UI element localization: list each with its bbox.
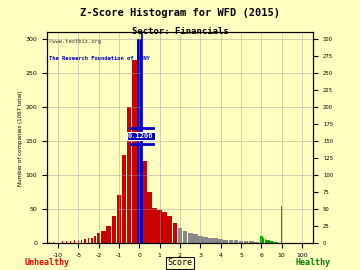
- Bar: [276, 242, 277, 243]
- Bar: [74, 240, 75, 243]
- Bar: [127, 107, 131, 243]
- Bar: [49, 242, 50, 243]
- Bar: [193, 234, 198, 243]
- Bar: [88, 238, 89, 243]
- Bar: [70, 241, 71, 243]
- Bar: [78, 239, 79, 243]
- Text: 0.1206: 0.1206: [128, 133, 153, 139]
- Bar: [178, 228, 182, 243]
- Bar: [142, 161, 147, 243]
- Bar: [234, 240, 238, 243]
- Bar: [213, 238, 218, 243]
- Bar: [203, 237, 208, 243]
- Bar: [277, 242, 278, 243]
- Bar: [271, 241, 272, 243]
- Bar: [239, 241, 243, 243]
- Bar: [188, 233, 193, 243]
- Bar: [102, 231, 106, 243]
- Bar: [254, 242, 258, 243]
- Bar: [112, 216, 116, 243]
- Text: The Research Foundation of SUNY: The Research Foundation of SUNY: [49, 56, 150, 60]
- Bar: [117, 195, 121, 243]
- Bar: [162, 212, 167, 243]
- Bar: [167, 216, 172, 243]
- Bar: [263, 238, 265, 243]
- Bar: [132, 60, 136, 243]
- Bar: [249, 241, 253, 243]
- Text: Sector: Financials: Sector: Financials: [132, 27, 228, 36]
- Bar: [262, 238, 263, 243]
- Text: ©www.textbiz.org: ©www.textbiz.org: [49, 39, 102, 44]
- Bar: [270, 241, 271, 243]
- Bar: [198, 235, 203, 243]
- Bar: [265, 239, 266, 243]
- Bar: [244, 241, 248, 243]
- Bar: [97, 234, 100, 243]
- Bar: [260, 236, 263, 243]
- Bar: [122, 155, 126, 243]
- Bar: [94, 236, 96, 243]
- Bar: [229, 240, 233, 243]
- Bar: [157, 210, 162, 243]
- Bar: [147, 192, 152, 243]
- Text: Z-Score Histogram for WFD (2015): Z-Score Histogram for WFD (2015): [80, 8, 280, 18]
- Bar: [45, 242, 46, 243]
- Bar: [81, 239, 82, 243]
- Bar: [91, 238, 93, 243]
- Bar: [152, 208, 157, 243]
- Bar: [269, 240, 270, 243]
- Bar: [274, 242, 275, 243]
- Text: Score: Score: [167, 258, 193, 267]
- Text: Healthy: Healthy: [296, 258, 331, 267]
- Bar: [84, 239, 86, 243]
- Bar: [137, 39, 142, 243]
- Bar: [66, 241, 67, 243]
- Bar: [275, 242, 276, 243]
- Bar: [272, 241, 273, 243]
- Bar: [208, 238, 213, 243]
- Bar: [183, 231, 188, 243]
- Bar: [218, 239, 223, 243]
- Bar: [267, 240, 268, 243]
- Text: Unhealthy: Unhealthy: [24, 258, 69, 267]
- Bar: [172, 223, 177, 243]
- Bar: [107, 226, 111, 243]
- Y-axis label: Number of companies (1067 total): Number of companies (1067 total): [18, 90, 23, 185]
- Bar: [224, 239, 228, 243]
- Bar: [41, 242, 42, 243]
- Bar: [53, 242, 54, 243]
- Bar: [62, 241, 63, 243]
- Bar: [266, 239, 267, 243]
